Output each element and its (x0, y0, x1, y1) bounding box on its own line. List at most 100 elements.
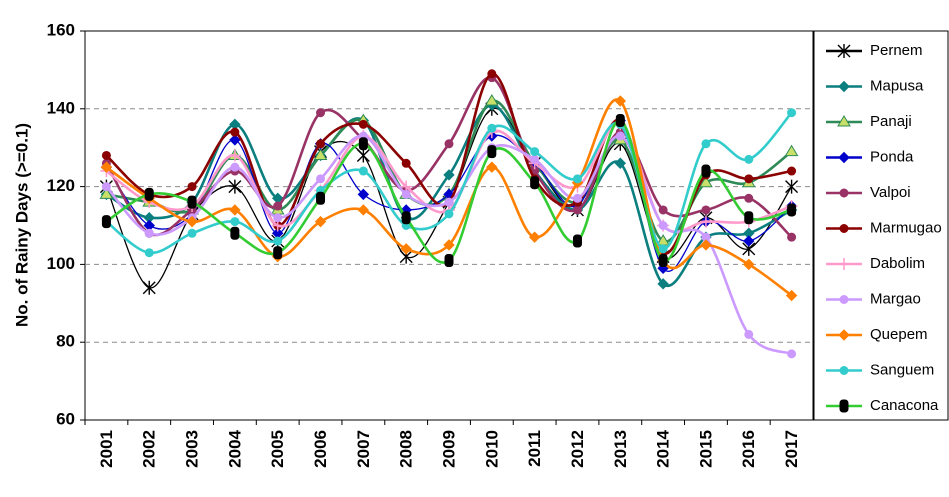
data-point-sanguem (744, 154, 754, 164)
data-point-sanguem (444, 209, 454, 219)
x-tick-label: 2017 (782, 430, 801, 468)
y-tick-label: 120 (47, 176, 75, 195)
legend-label: Dabolim (870, 255, 925, 272)
data-point-marmugao (358, 119, 368, 129)
x-tick-label: 2006 (311, 430, 330, 468)
y-tick-label: 80 (56, 332, 75, 351)
legend-marker-ponda (838, 151, 850, 164)
series-line-margao (105, 134, 793, 356)
data-point-panaji (99, 187, 114, 199)
data-point-margao (787, 349, 797, 359)
legend-label: Panaji (870, 113, 912, 130)
data-point-quepem (486, 161, 498, 173)
data-point-margao (316, 174, 326, 184)
legend-marker-pernem (837, 44, 851, 58)
y-tick-label: 140 (47, 98, 75, 117)
data-point-marmugao (401, 158, 411, 168)
data-point-margao (658, 221, 668, 230)
x-tick-label: 2002 (140, 430, 159, 468)
data-point-canacona (444, 254, 454, 268)
legend: Pernem Mapusa Panaji Ponda Valpoi Marmugao Dab… (826, 42, 942, 414)
x-tick-label: 2003 (183, 430, 202, 468)
data-point-quepem (357, 204, 370, 216)
series-canacona (101, 113, 797, 268)
data-point-canacona (787, 203, 797, 217)
data-point-quepem (186, 215, 198, 228)
data-point-panaji (313, 148, 328, 160)
x-tick-label: 2001 (97, 430, 116, 468)
data-point-canacona (230, 226, 240, 240)
data-point-canacona (358, 137, 368, 151)
legend-marker-panaji (837, 115, 851, 127)
data-point-valpoi (787, 232, 797, 242)
data-point-dabolim (228, 149, 241, 162)
legend-label: Pernem (870, 42, 923, 59)
data-point-quepem (614, 95, 627, 107)
x-tick-label: 2004 (225, 429, 244, 467)
legend-item-dabolim: Dabolim (826, 255, 925, 272)
legend-marker-canacona (839, 399, 849, 413)
data-point-quepem (400, 243, 412, 255)
legend-marker-marmugao (839, 224, 849, 233)
legend-item-pernem: Pernem (826, 42, 923, 59)
y-tick-label: 60 (56, 409, 75, 428)
series-quepem (100, 95, 798, 302)
legend-item-marmugao: Marmugao (826, 219, 942, 236)
legend-item-canacona: Canacona (826, 397, 939, 414)
legend-marker-mapusa (838, 80, 850, 93)
data-point-sanguem (187, 228, 197, 238)
data-point-marmugao (487, 69, 497, 79)
legend-box (813, 30, 949, 421)
x-tick-label: 2009 (439, 430, 458, 468)
y-axis-title: No. of Rainy Days (>=0.1) (12, 123, 31, 327)
legend-label: Marmugao (870, 219, 942, 236)
data-point-ponda (357, 188, 370, 201)
data-point-mapusa (443, 169, 455, 181)
data-point-pernem (356, 148, 370, 163)
x-tick-label: 2016 (739, 430, 758, 468)
data-point-quepem (528, 231, 541, 243)
x-tick-label: 2015 (696, 430, 715, 468)
data-point-quepem (443, 239, 455, 251)
data-point-canacona (530, 176, 540, 190)
data-point-canacona (744, 211, 754, 225)
legend-item-sanguem: Sanguem (826, 361, 934, 378)
data-point-quepem (314, 215, 327, 228)
data-point-sanguem (572, 174, 582, 184)
data-point-pernem (785, 179, 799, 194)
data-point-margao (230, 162, 240, 172)
data-point-sanguem (658, 244, 668, 254)
data-point-mapusa (657, 278, 669, 290)
data-point-margao (744, 329, 754, 339)
data-point-pernem (228, 179, 242, 194)
legend-label: Quepem (870, 326, 928, 343)
x-axis-ticks: 2001 2002 2003 2004 2005 2006 2007 2008 2009 2010… (84, 420, 801, 468)
x-tick-label: 2007 (354, 430, 373, 468)
data-point-quepem (700, 239, 712, 251)
data-point-canacona (701, 164, 711, 178)
data-point-valpoi (572, 205, 582, 215)
data-point-marmugao (230, 127, 240, 137)
data-point-margao (101, 182, 111, 192)
x-tick-label: 2013 (611, 430, 630, 468)
data-point-marmugao (101, 150, 111, 160)
legend-label: Canacona (870, 397, 939, 414)
data-point-panaji (784, 144, 799, 157)
data-point-canacona (572, 234, 582, 248)
legend-label: Ponda (870, 148, 914, 165)
x-tick-label: 2008 (397, 430, 416, 468)
data-point-canacona (658, 254, 668, 268)
data-point-sanguem (144, 248, 154, 258)
x-tick-label: 2011 (525, 430, 544, 467)
data-point-ponda (229, 134, 241, 146)
y-tick-label: 100 (47, 254, 75, 273)
data-point-margao (401, 189, 411, 199)
legend-item-quepem: Quepem (826, 326, 928, 343)
data-point-sanguem (787, 108, 797, 118)
data-point-canacona (144, 187, 154, 201)
data-point-canacona (273, 246, 283, 260)
data-point-sanguem (358, 166, 368, 176)
data-point-margao (444, 197, 454, 207)
legend-label: Sanguem (870, 361, 934, 378)
